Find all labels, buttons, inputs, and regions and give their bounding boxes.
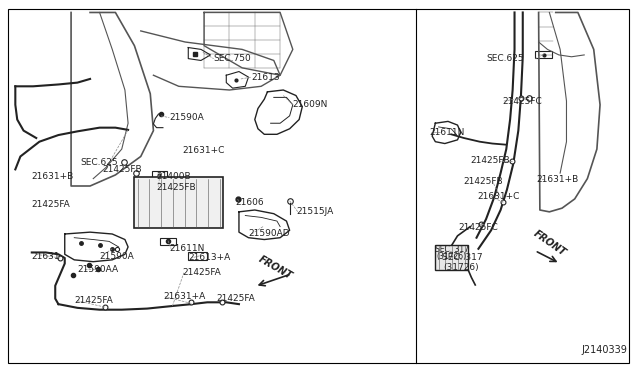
Text: 21613+A: 21613+A — [188, 253, 230, 263]
Text: 21425FA: 21425FA — [74, 296, 113, 305]
Text: 21631: 21631 — [32, 251, 60, 261]
Text: 21590A: 21590A — [169, 113, 204, 122]
Text: 21631+B: 21631+B — [537, 175, 579, 184]
Text: SEC.750: SEC.750 — [214, 54, 252, 63]
Text: 21611N: 21611N — [169, 244, 205, 253]
Text: 21425FC: 21425FC — [459, 223, 499, 232]
Bar — [134, 177, 223, 228]
Text: 21515JA: 21515JA — [296, 207, 333, 217]
Text: 21590AD: 21590AD — [248, 230, 290, 238]
Text: 21425FB: 21425FB — [103, 165, 142, 174]
Text: (31726): (31726) — [444, 263, 479, 272]
Text: 21631+C: 21631+C — [478, 192, 520, 201]
Text: 21425FA: 21425FA — [217, 294, 255, 303]
Text: 21611N: 21611N — [429, 128, 465, 137]
Text: 21631+A: 21631+A — [163, 292, 205, 301]
Text: 21425FA: 21425FA — [32, 200, 70, 209]
Bar — [435, 245, 468, 270]
Text: 21631+C: 21631+C — [182, 147, 224, 155]
Text: 21425FB: 21425FB — [464, 177, 504, 186]
Text: SEC. 317: SEC. 317 — [435, 246, 469, 254]
Text: 21613: 21613 — [252, 73, 280, 81]
Bar — [536, 51, 552, 58]
Text: 21425FB: 21425FB — [470, 156, 510, 166]
Text: 21425FC: 21425FC — [502, 97, 541, 106]
Text: 21425FB: 21425FB — [157, 183, 196, 192]
Bar — [188, 252, 207, 260]
Text: 21631+B: 21631+B — [32, 172, 74, 181]
Text: SEC.625: SEC.625 — [81, 157, 118, 167]
Text: 21609N: 21609N — [293, 100, 328, 109]
Text: SEC. 317: SEC. 317 — [442, 253, 483, 263]
Bar — [160, 238, 176, 245]
Text: (31726): (31726) — [436, 252, 467, 261]
Text: SEC.625: SEC.625 — [486, 54, 524, 63]
Text: 21425FA: 21425FA — [182, 268, 221, 277]
Text: 21400B: 21400B — [157, 172, 191, 181]
Text: 21590AA: 21590AA — [77, 264, 118, 273]
Bar — [152, 171, 168, 178]
Text: J2140339: J2140339 — [581, 345, 627, 355]
Text: FRONT: FRONT — [531, 229, 568, 258]
Text: 21606: 21606 — [236, 198, 264, 207]
Text: 21590A: 21590A — [100, 251, 134, 261]
Text: FRONT: FRONT — [257, 254, 294, 281]
